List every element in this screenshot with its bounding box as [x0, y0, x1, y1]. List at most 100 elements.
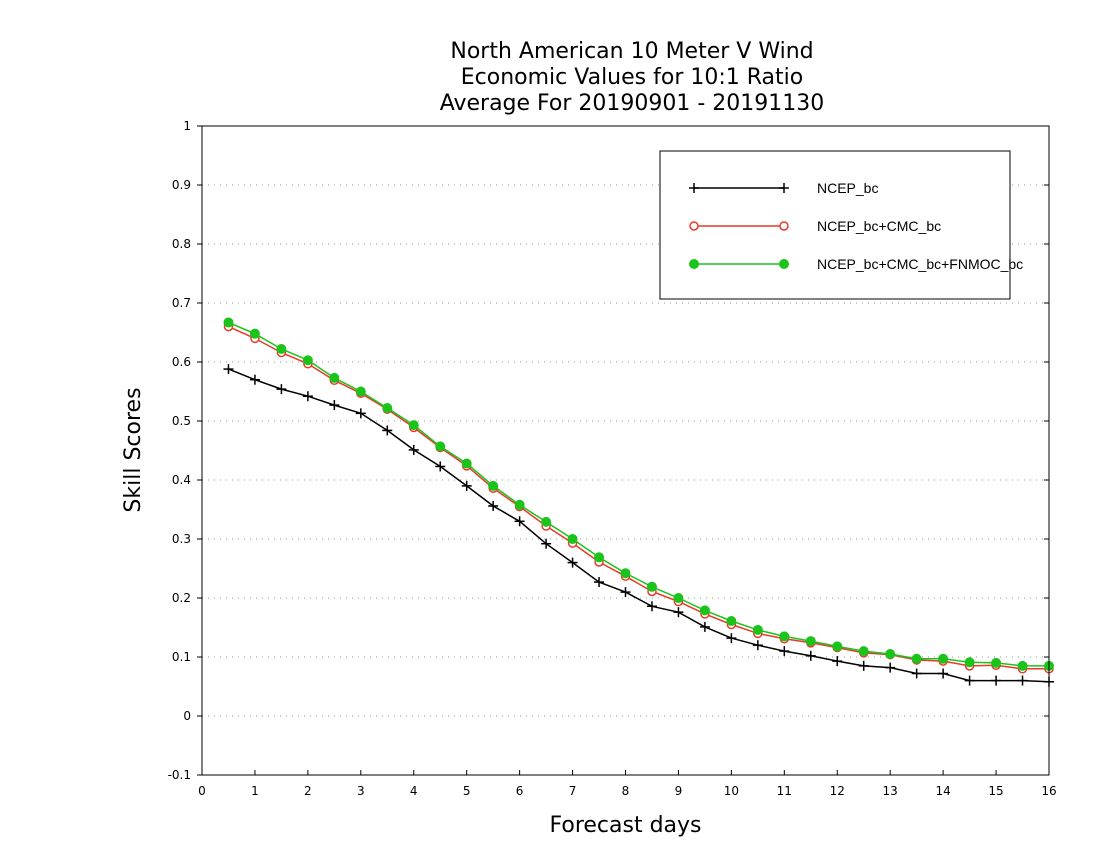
data-point [699, 605, 710, 616]
data-point [567, 534, 578, 544]
data-point [673, 607, 684, 618]
legend-label: NCEP_bc [817, 180, 878, 196]
data-point [355, 386, 366, 397]
x-tick-label: 14 [935, 784, 950, 798]
y-tick-label: 1 [183, 119, 191, 133]
data-point [408, 420, 419, 431]
x-tick-label: 16 [1041, 784, 1056, 798]
y-tick-label: 0.6 [172, 355, 191, 369]
legend-box [659, 150, 1011, 300]
x-tick-label: 0 [198, 784, 206, 798]
y-tick-label: 0.8 [172, 237, 191, 251]
data-point [435, 461, 446, 472]
legend-marker [779, 221, 789, 231]
title-line: North American 10 Meter V Wind [450, 39, 813, 64]
data-point [752, 624, 763, 635]
data-point [832, 641, 843, 652]
data-point [302, 355, 313, 366]
y-tick-label: 0.1 [172, 650, 191, 664]
data-point [832, 656, 843, 667]
x-axis-ticks: 0 1 2 3 4 5 6 7 8 9 10 11 12 13 14 15 16 [198, 770, 1057, 798]
y-tick-label: 0.2 [172, 591, 191, 605]
data-point [249, 328, 260, 339]
x-tick-label: 6 [516, 784, 524, 798]
data-point [382, 403, 393, 414]
data-point [408, 444, 419, 455]
data-point [991, 675, 1002, 686]
x-tick-label: 2 [304, 784, 312, 798]
data-point [858, 646, 869, 657]
data-point [646, 581, 657, 592]
data-point [779, 646, 790, 657]
data-point [938, 668, 949, 679]
data-point [514, 516, 525, 527]
data-point [646, 601, 657, 612]
data-point [382, 425, 393, 436]
legend-item: NCEP_bc [689, 180, 878, 196]
data-point [1017, 660, 1028, 671]
y-axis-label: Skill Scores [121, 387, 146, 512]
data-point [673, 593, 684, 603]
series-1 [223, 321, 1054, 674]
data-point [223, 317, 234, 328]
title-line: Average For 20190901 - 20191130 [440, 91, 825, 116]
legend-marker [689, 183, 699, 193]
x-tick-label: 10 [724, 784, 739, 798]
x-tick-label: 9 [675, 784, 683, 798]
y-tick-label: 0.5 [172, 414, 191, 428]
legend-marker [689, 221, 699, 231]
data-point [620, 587, 631, 598]
x-tick-label: 7 [569, 784, 577, 798]
series-layer [223, 317, 1054, 687]
legend-marker [689, 259, 699, 269]
data-point [488, 480, 499, 491]
data-point [488, 500, 499, 511]
legend-label: NCEP_bc+CMC_bc [817, 218, 941, 234]
y-tick-label: 0 [183, 709, 191, 723]
data-point [461, 458, 472, 469]
x-tick-label: 12 [830, 784, 845, 798]
data-point [805, 650, 816, 661]
data-point [329, 372, 340, 383]
y-tick-label: 0.4 [172, 473, 191, 487]
y-tick-label: -0.1 [168, 768, 191, 782]
data-point [805, 636, 816, 647]
data-point [541, 516, 552, 527]
data-point [885, 649, 896, 660]
data-point [541, 538, 552, 549]
data-point [567, 557, 578, 568]
legend-item: NCEP_bc+CMC_bc+FNMOC_bc [689, 256, 1023, 272]
data-point [964, 657, 975, 668]
x-tick-label: 11 [777, 784, 792, 798]
x-tick-label: 8 [622, 784, 630, 798]
legend: NCEP_bc NCEP_bc+CMC_bc NCEP_bc+CMC_bc+FNMO… [659, 150, 1023, 300]
y-tick-label: 0.3 [172, 532, 191, 546]
series-line [228, 325, 1049, 670]
x-tick-label: 5 [463, 784, 471, 798]
data-point [249, 374, 260, 385]
x-tick-label: 15 [988, 784, 1003, 798]
data-point [726, 633, 737, 644]
x-axis-label: Forecast days [549, 813, 701, 838]
data-point [752, 640, 763, 651]
data-point [699, 621, 710, 632]
series-0 [223, 364, 1054, 687]
data-point [858, 660, 869, 671]
data-point [964, 675, 975, 686]
y-axis-ticks: -0.1 0 0.1 0.2 0.3 0.4 0.5 0.6 0.7 0.8 0.9 1 [168, 119, 1049, 782]
legend-marker [779, 259, 789, 269]
data-point [461, 480, 472, 491]
legend-marker [779, 183, 789, 193]
data-point [911, 668, 922, 679]
data-point [276, 384, 287, 395]
x-tick-label: 1 [251, 784, 259, 798]
data-point [594, 577, 605, 588]
data-point [911, 653, 922, 664]
series-line [228, 368, 1050, 683]
data-point [1017, 675, 1028, 686]
data-point [276, 344, 287, 355]
y-tick-label: 0.9 [172, 178, 191, 192]
data-point [435, 441, 446, 452]
series-line [228, 321, 1049, 667]
